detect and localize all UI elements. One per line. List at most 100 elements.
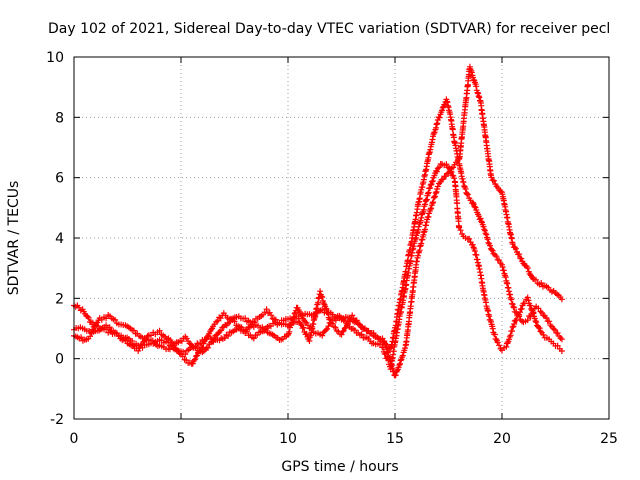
data-point [242,318,258,334]
data-point [413,191,424,219]
data-point [477,272,488,299]
data-point [507,321,518,339]
x-tick-label: 5 [177,431,186,447]
data-point [520,296,530,307]
data-point [445,157,461,176]
data-point [546,318,555,330]
data-point [182,333,196,350]
y-tick-label: 10 [46,50,64,66]
data-point [402,261,420,349]
data-point [490,250,500,260]
data-point [122,322,136,334]
data-point [103,322,118,336]
data-point [424,186,441,223]
data-point [310,329,324,338]
data-point [216,321,230,335]
data-point [392,319,402,346]
data-point [558,296,565,303]
chart-ticks [73,56,610,420]
data-point [156,327,172,342]
data-point [477,215,488,233]
data-point [494,339,504,352]
data-point [511,308,521,318]
data-point [124,340,140,352]
x-axis-label: GPS time / hours [281,459,398,475]
y-tick-label: 6 [55,171,64,187]
data-point [148,337,161,350]
data-point [499,189,516,246]
data-point [486,240,496,254]
data-point [486,313,496,332]
data-point [216,331,230,344]
data-point [456,224,466,237]
data-point [443,96,454,118]
data-point [451,178,462,230]
data-point [306,291,323,344]
data-point [494,256,504,267]
data-point [81,328,97,343]
data-point [413,219,430,265]
data-point [276,333,290,343]
y-tick-label: 0 [55,352,64,368]
data-point [481,227,492,246]
data-point [220,310,236,323]
data-point [524,294,535,312]
data-point [533,303,542,312]
data-point [447,114,458,146]
x-tick-label: 20 [493,431,511,447]
chart-series [71,63,565,379]
data-point [464,235,474,246]
data-point [113,330,129,344]
data-point [473,252,484,276]
data-point [252,309,268,322]
x-tick-label: 0 [70,431,79,447]
data-point [531,276,546,290]
data-point [554,342,563,352]
data-point [396,297,407,323]
data-point [434,170,451,190]
data-point [520,260,536,282]
data-point [422,151,432,178]
data-point [509,241,526,265]
data-point [434,109,445,123]
data-point [156,336,169,346]
chart-title: Day 102 of 2021, Sidereal Day-to-day VTE… [48,21,610,37]
data-point [430,167,440,181]
data-point [503,333,513,350]
data-point [533,319,543,332]
data-point [503,277,513,298]
data-point [135,333,151,354]
data-point [550,325,560,336]
data-point [490,329,500,344]
series-3 [71,63,565,379]
data-point [460,233,469,241]
data-point [529,307,539,324]
data-point [188,344,205,367]
data-point [541,313,551,325]
data-point [208,330,222,346]
data-point [422,189,432,208]
y-tick-label: 2 [55,291,64,307]
data-point [167,337,183,357]
data-point [130,327,144,340]
data-point [550,340,559,349]
data-point [349,312,365,331]
data-point [430,120,441,138]
data-point [537,328,547,338]
y-tick-label: -2 [50,412,64,428]
data-point [417,173,428,196]
data-point [263,306,279,323]
data-point [71,332,86,344]
data-point [546,336,555,345]
data-point [370,332,386,343]
data-point [79,325,92,334]
data-point [499,261,509,281]
y-tick-label: 8 [55,110,64,126]
data-point [473,207,483,223]
data-point [516,302,526,318]
data-point [524,313,534,324]
x-tick-label: 10 [279,431,297,447]
data-point [552,290,564,301]
data-point [541,282,557,295]
